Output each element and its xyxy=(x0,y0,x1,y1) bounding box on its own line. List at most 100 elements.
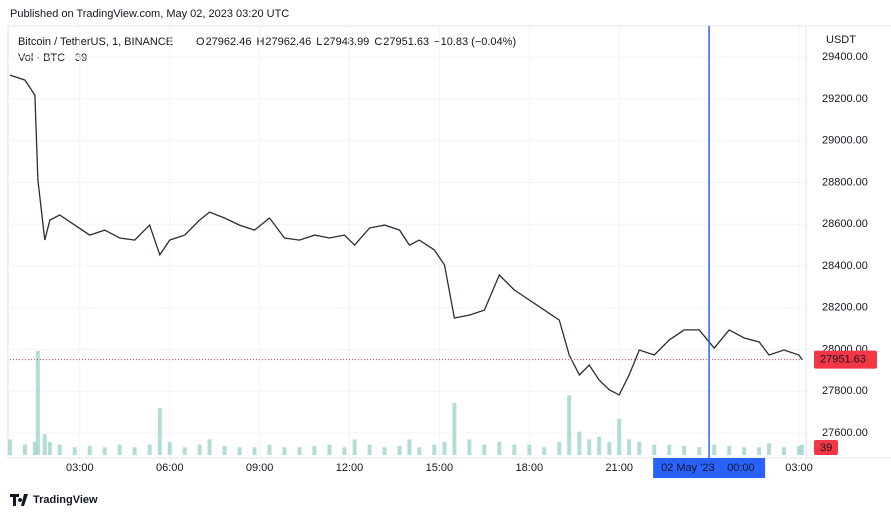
volume-bar xyxy=(36,351,40,455)
volume-bar xyxy=(282,447,286,455)
axis-unit: USDT xyxy=(826,34,856,46)
volume-bar xyxy=(587,439,591,455)
y-tick-label: 28200.00 xyxy=(822,302,868,314)
volume-bar xyxy=(8,439,12,455)
change: −10.83 (−0.04%) xyxy=(434,36,516,48)
volume-bar xyxy=(757,447,761,455)
volume-bar xyxy=(198,445,202,455)
volume-bar xyxy=(627,439,631,455)
ohlc-key: O xyxy=(196,36,205,48)
ohlc-value: 27948.99 xyxy=(323,36,369,48)
volume-bar xyxy=(443,442,447,455)
volume-bar xyxy=(527,445,531,455)
volume-bar xyxy=(43,434,47,455)
crosshair-date: 02 May '23 xyxy=(661,462,714,474)
volume-bar xyxy=(383,447,387,455)
volume-bar xyxy=(297,447,301,455)
x-tick-label: 06:00 xyxy=(156,462,184,474)
y-tick-label: 28400.00 xyxy=(822,260,868,272)
volume-bar xyxy=(327,445,331,455)
volume-bar xyxy=(800,445,804,455)
volume-bar xyxy=(312,446,316,455)
y-tick-label: 29200.00 xyxy=(822,93,868,105)
ohlc-key: H xyxy=(256,36,264,48)
ohlc-value: 27962.46 xyxy=(265,36,311,48)
x-tick-label: 09:00 xyxy=(246,462,274,474)
volume-bar xyxy=(542,447,546,455)
volume-bar xyxy=(727,446,731,455)
volume-bar xyxy=(148,445,152,455)
volume-bar xyxy=(398,446,402,455)
volume-bar xyxy=(268,445,272,455)
volume-value: 39 xyxy=(75,52,87,64)
volume-bar xyxy=(58,445,62,455)
volume-bar xyxy=(253,447,257,455)
volume-bar xyxy=(133,447,137,455)
screenshot: Published on TradingView.com, May 02, 20… xyxy=(0,0,891,518)
volume-bar xyxy=(512,445,516,455)
volume-bar xyxy=(407,439,411,455)
volume-bar xyxy=(238,447,242,455)
volume-bar xyxy=(577,432,581,455)
volume-bar xyxy=(667,445,671,455)
published-note: Published on TradingView.com, May 02, 20… xyxy=(10,8,289,20)
volume-bar xyxy=(223,446,227,455)
volume-bar xyxy=(467,439,471,455)
y-tick-label: 29400.00 xyxy=(822,51,868,63)
volume-bar xyxy=(742,447,746,455)
volume-bar xyxy=(88,446,92,455)
ohlc-value: 27951.63 xyxy=(383,36,429,48)
volume-bar xyxy=(482,445,486,455)
volume-bar xyxy=(637,442,641,455)
volume-bar xyxy=(48,442,52,455)
volume-label: Vol · BTC xyxy=(18,52,65,64)
volume-bar xyxy=(652,445,656,455)
volume-bar xyxy=(767,443,771,455)
volume-bar xyxy=(342,447,346,455)
x-tick-label: 21:00 xyxy=(605,462,633,474)
x-tick-label: 03:00 xyxy=(66,462,94,474)
volume-bar xyxy=(697,447,701,455)
volume-bar xyxy=(208,439,212,455)
x-tick-label: 15:00 xyxy=(426,462,454,474)
volume-axis-label: 39 xyxy=(820,442,832,454)
logo xyxy=(10,494,28,506)
volume-bar xyxy=(23,445,27,455)
volume-bar xyxy=(712,445,716,455)
volume-bar xyxy=(557,442,561,455)
volume-bar xyxy=(567,395,571,455)
x-tick-label: 03:00 xyxy=(785,462,813,474)
volume-bar xyxy=(353,439,357,455)
volume-bar xyxy=(168,442,172,455)
price-label: 27951.63 xyxy=(820,354,866,366)
x-tick-label: 18:00 xyxy=(516,462,544,474)
ohlc-value: 27962.46 xyxy=(206,36,252,48)
x-tick-label: 12:00 xyxy=(336,462,364,474)
crosshair-time: 00:00 xyxy=(727,462,755,474)
symbol: Bitcoin / TetherUS, 1, BINANCE xyxy=(18,36,173,48)
volume-bar xyxy=(782,447,786,455)
brand: TradingView xyxy=(33,494,98,506)
volume-bar xyxy=(118,445,122,455)
volume-bar xyxy=(452,403,456,455)
volume-bar xyxy=(183,447,187,455)
volume-bar xyxy=(682,446,686,455)
y-tick-label: 28600.00 xyxy=(822,218,868,230)
y-tick-label: 28800.00 xyxy=(822,176,868,188)
volume-bar xyxy=(497,442,501,455)
volume-bar xyxy=(597,437,601,455)
volume-bar xyxy=(432,445,436,455)
y-tick-label: 27800.00 xyxy=(822,385,868,397)
volume-bar xyxy=(607,442,611,455)
price-line xyxy=(10,75,802,395)
ohlc-key: L xyxy=(316,36,322,48)
y-tick-label: 29000.00 xyxy=(822,135,868,147)
chart-frame xyxy=(8,26,891,458)
ohlc-key: C xyxy=(374,36,382,48)
volume-bar xyxy=(417,447,421,455)
volume-bar xyxy=(158,408,162,455)
y-tick-label: 27600.00 xyxy=(822,427,868,439)
volume-bar xyxy=(368,445,372,455)
volume-bar xyxy=(73,447,77,455)
ohlc-legend: O27962.46H27962.46L27948.99C27951.63−10.… xyxy=(196,36,516,48)
